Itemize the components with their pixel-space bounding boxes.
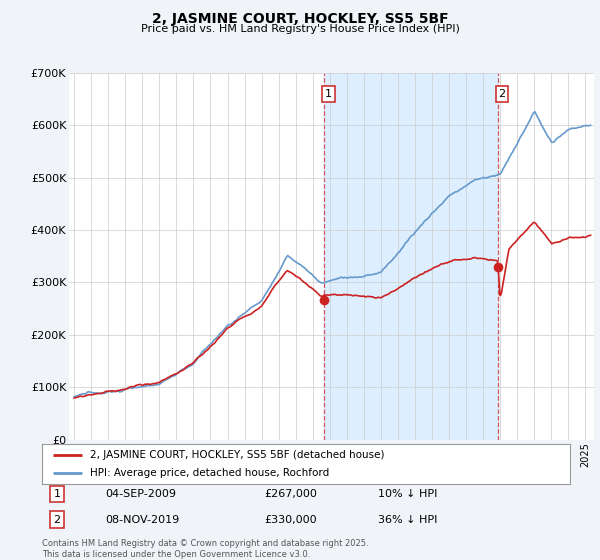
Text: 1: 1 (53, 489, 61, 499)
Text: £330,000: £330,000 (264, 515, 317, 525)
Text: 08-NOV-2019: 08-NOV-2019 (105, 515, 179, 525)
Text: Contains HM Land Registry data © Crown copyright and database right 2025.
This d: Contains HM Land Registry data © Crown c… (42, 539, 368, 559)
Text: £267,000: £267,000 (264, 489, 317, 499)
Text: Price paid vs. HM Land Registry's House Price Index (HPI): Price paid vs. HM Land Registry's House … (140, 24, 460, 34)
Text: 1: 1 (325, 88, 332, 99)
Text: 04-SEP-2009: 04-SEP-2009 (105, 489, 176, 499)
Text: 2, JASMINE COURT, HOCKLEY, SS5 5BF: 2, JASMINE COURT, HOCKLEY, SS5 5BF (152, 12, 448, 26)
Text: HPI: Average price, detached house, Rochford: HPI: Average price, detached house, Roch… (89, 468, 329, 478)
Text: 10% ↓ HPI: 10% ↓ HPI (378, 489, 437, 499)
Text: 2: 2 (499, 88, 506, 99)
Text: 36% ↓ HPI: 36% ↓ HPI (378, 515, 437, 525)
Text: 2: 2 (53, 515, 61, 525)
Text: 2, JASMINE COURT, HOCKLEY, SS5 5BF (detached house): 2, JASMINE COURT, HOCKLEY, SS5 5BF (deta… (89, 450, 384, 460)
Bar (324, 73, 497, 440)
